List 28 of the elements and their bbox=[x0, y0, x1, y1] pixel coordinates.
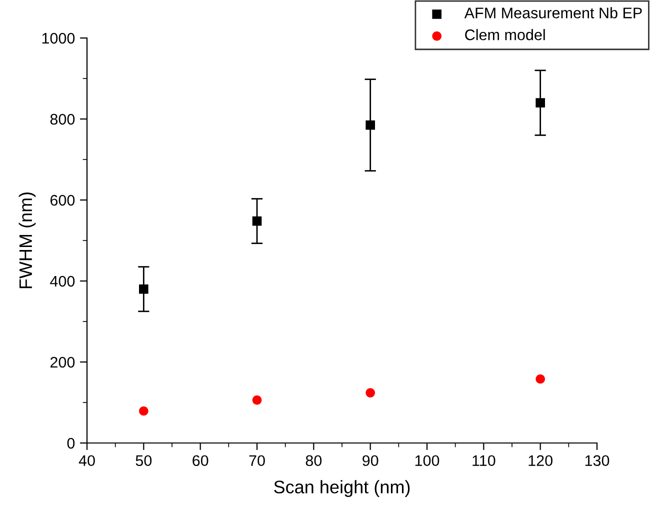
point bbox=[252, 395, 262, 405]
point bbox=[536, 98, 545, 108]
point bbox=[139, 406, 148, 416]
x-tick-label: 130 bbox=[585, 455, 610, 466]
y-tick-label: 800 bbox=[50, 114, 75, 125]
x-tick-label: 40 bbox=[78, 455, 95, 466]
x-tick-label: 120 bbox=[528, 455, 552, 466]
x-tick-label: 110 bbox=[472, 455, 496, 466]
y-tick-label: 600 bbox=[50, 194, 75, 206]
x-axis-title: Scan height (nm) bbox=[274, 480, 410, 497]
x-tick-label: 100 bbox=[415, 455, 440, 466]
point bbox=[139, 284, 148, 294]
point bbox=[366, 388, 375, 398]
y-tick-label: 0 bbox=[67, 438, 75, 449]
legend-label: AFM Measurement Nb EP bbox=[464, 7, 642, 18]
y-tick-label: 200 bbox=[50, 356, 75, 368]
x-tick-label: 50 bbox=[136, 455, 152, 466]
point bbox=[366, 120, 375, 130]
y-tick-label: 1000 bbox=[42, 32, 75, 44]
y-axis-title: FWHM (nm) bbox=[18, 192, 36, 288]
point bbox=[252, 216, 262, 226]
y-tick-label: 400 bbox=[50, 276, 75, 287]
x-tick-label: 80 bbox=[306, 455, 322, 466]
x-tick-label: 90 bbox=[362, 455, 378, 466]
x-tick-label: 60 bbox=[192, 455, 208, 466]
point bbox=[536, 374, 545, 384]
x-tick-label: 70 bbox=[249, 455, 265, 466]
legend-label: Clem model bbox=[465, 29, 545, 40]
